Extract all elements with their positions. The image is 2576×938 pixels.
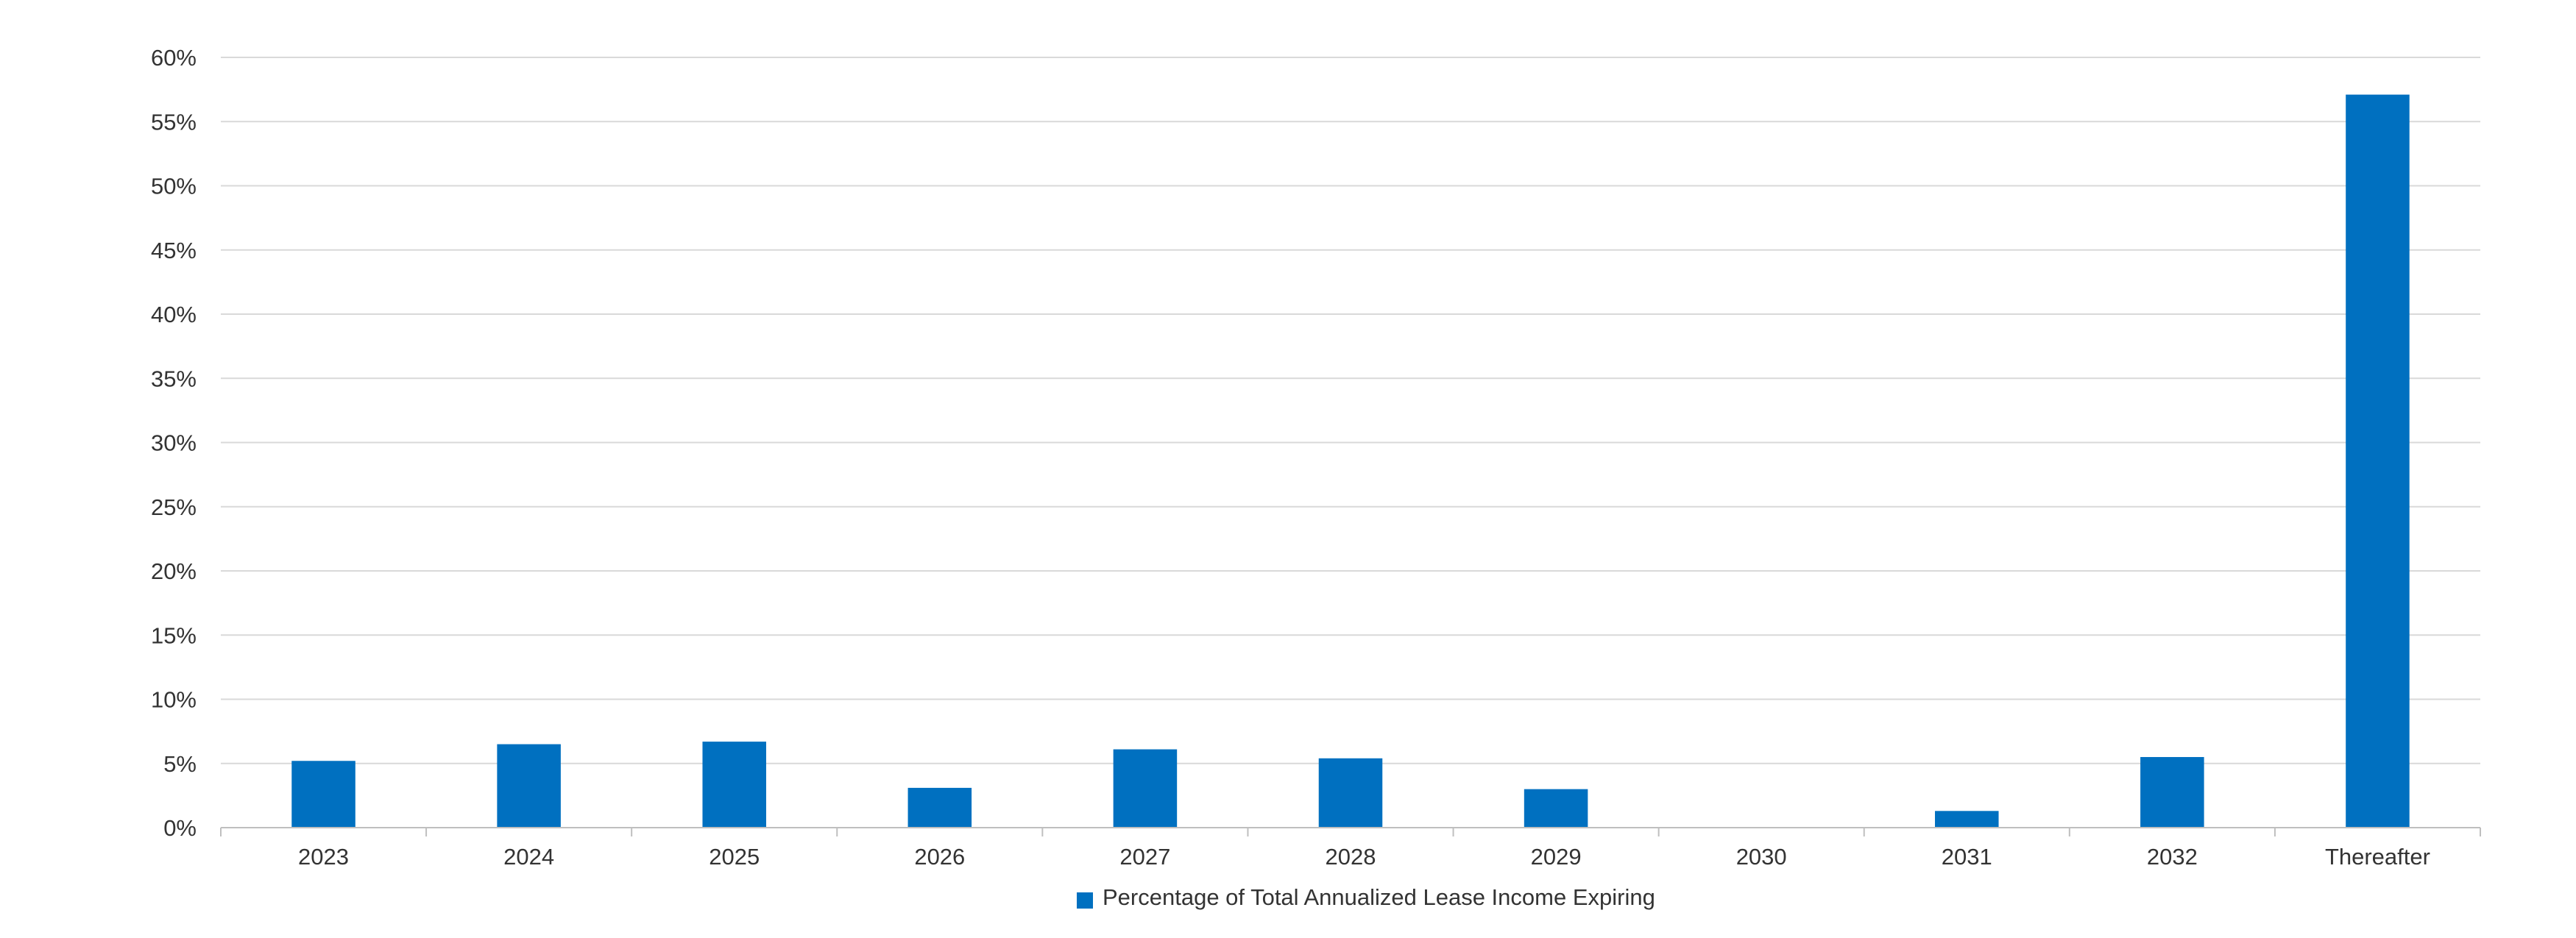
bar [2140,757,2204,828]
gridlines [221,57,2480,764]
x-tick-label: 2031 [1942,844,1992,870]
y-tick-label: 55% [151,109,197,135]
bar [2346,94,2410,828]
bar [702,742,766,828]
bar [1524,789,1588,828]
x-axis-tick-labels: 2023 2024 2025 2026 2027 2028 2029 2030 2031 2032… [298,844,2430,870]
y-axis-tick-labels: 0% 5% 10% 15% 20% 25% 30% 35% 40% 45% 50% 55% 60% [151,45,197,841]
x-tick-label: 2029 [1531,844,1582,870]
bar [1113,749,1178,828]
bars [291,94,2410,828]
bar [907,787,972,828]
legend-swatch [1077,892,1093,909]
x-tick-label: 2024 [503,844,554,870]
y-tick-label: 50% [151,174,197,199]
x-tick-label: 2030 [1736,844,1787,870]
bar [1935,811,1999,828]
y-tick-label: 25% [151,494,197,520]
legend-label: Percentage of Total Annualized Lease Inc… [1103,884,1655,910]
x-tick-label: 2028 [1326,844,1376,870]
x-tick-label: 2023 [298,844,349,870]
bar [497,744,561,828]
x-axis [220,827,2481,836]
y-tick-label: 30% [151,430,197,456]
y-tick-label: 15% [151,622,197,648]
bar [1318,758,1383,828]
y-tick-label: 10% [151,687,197,713]
y-tick-label: 45% [151,238,197,263]
x-tick-label: 2032 [2147,844,2198,870]
x-tick-label: 2026 [914,844,965,870]
y-tick-label: 0% [163,815,197,841]
legend: Percentage of Total Annualized Lease Inc… [1077,884,1655,910]
y-tick-label: 60% [151,45,197,71]
x-tick-label: 2027 [1119,844,1170,870]
x-tick-label: 2025 [709,844,760,870]
y-tick-label: 35% [151,366,197,391]
bar [291,761,355,828]
y-tick-label: 40% [151,302,197,327]
y-tick-label: 20% [151,558,197,584]
x-tick-label: Thereafter [2325,844,2430,870]
y-tick-label: 5% [163,751,197,777]
